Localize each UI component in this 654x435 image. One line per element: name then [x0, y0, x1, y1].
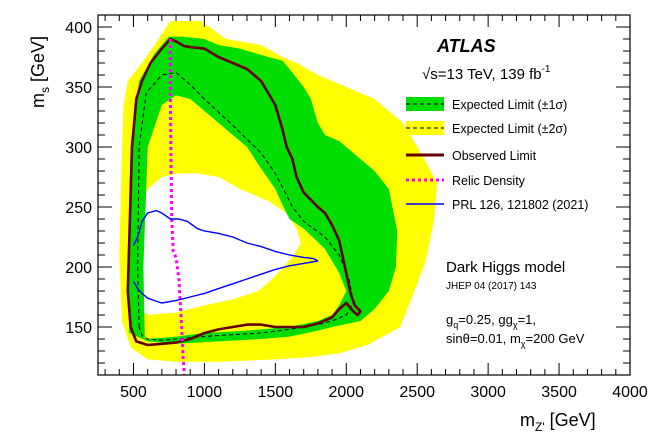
legend-swatch-green-band — [406, 97, 444, 111]
params-line-2: sinθ=0.01, mχ=200 GeV — [446, 331, 585, 349]
axis-layer: 500 1000 1500 2000 2500 3000 3500 4000 150 200 250… — [65, 14, 648, 401]
x-tick-label: 3500 — [541, 384, 577, 401]
energy-superscript: -1 — [542, 64, 551, 75]
x-tick-label: 4000 — [612, 384, 648, 401]
x-tick-label: 1500 — [258, 384, 294, 401]
y-tick-label: 200 — [65, 260, 92, 277]
legend-label-observed: Observed Limit — [452, 149, 537, 163]
legend-swatch-yellow-band — [406, 121, 444, 135]
legend-label-green: Expected Limit (±1σ) — [452, 98, 567, 112]
model-title: Dark Higgs model — [446, 259, 565, 276]
y-tick-label: 250 — [65, 200, 92, 217]
model-reference: JHEP 04 (2017) 143 — [446, 281, 537, 292]
relic-density-line — [168, 39, 186, 375]
expected-limit-line — [137, 72, 354, 341]
legend-label-relic: Relic Density — [452, 174, 526, 188]
data-layer — [119, 21, 438, 375]
prl-line-upper — [132, 209, 319, 262]
legend-label-prl: PRL 126, 121802 (2021) — [452, 198, 588, 212]
prl-line-lower — [132, 260, 319, 304]
x-axis-title: mZ' [GeV] — [520, 410, 596, 434]
x-tick-label: 2000 — [328, 384, 364, 401]
x-tick-label: 2500 — [399, 384, 435, 401]
energy-label: √s=13 TeV, 139 fb-1 — [422, 64, 551, 83]
x-tick-label: 1000 — [187, 384, 223, 401]
y-tick-label: 350 — [65, 80, 92, 97]
params-line-1: gq=0.25, ggχ=1, — [446, 312, 536, 330]
y-tick-label: 400 — [65, 20, 92, 37]
x-tick-label: 500 — [120, 384, 147, 401]
observed-limit-line — [126, 37, 362, 347]
series-group — [119, 21, 438, 375]
green-band-1sigma — [127, 36, 398, 344]
y-tick-label: 150 — [65, 320, 92, 337]
y-axis-title: ms [GeV] — [28, 36, 52, 108]
legend: Expected Limit (±1σ) Expected Limit (±2σ… — [406, 97, 588, 212]
x-tick-label: 3000 — [470, 384, 506, 401]
legend-label-yellow: Expected Limit (±2σ) — [452, 122, 567, 136]
energy-text: √s=13 TeV, 139 fb — [422, 66, 542, 83]
y-tick-label: 300 — [65, 140, 92, 157]
atlas-label: ATLAS — [436, 36, 496, 56]
